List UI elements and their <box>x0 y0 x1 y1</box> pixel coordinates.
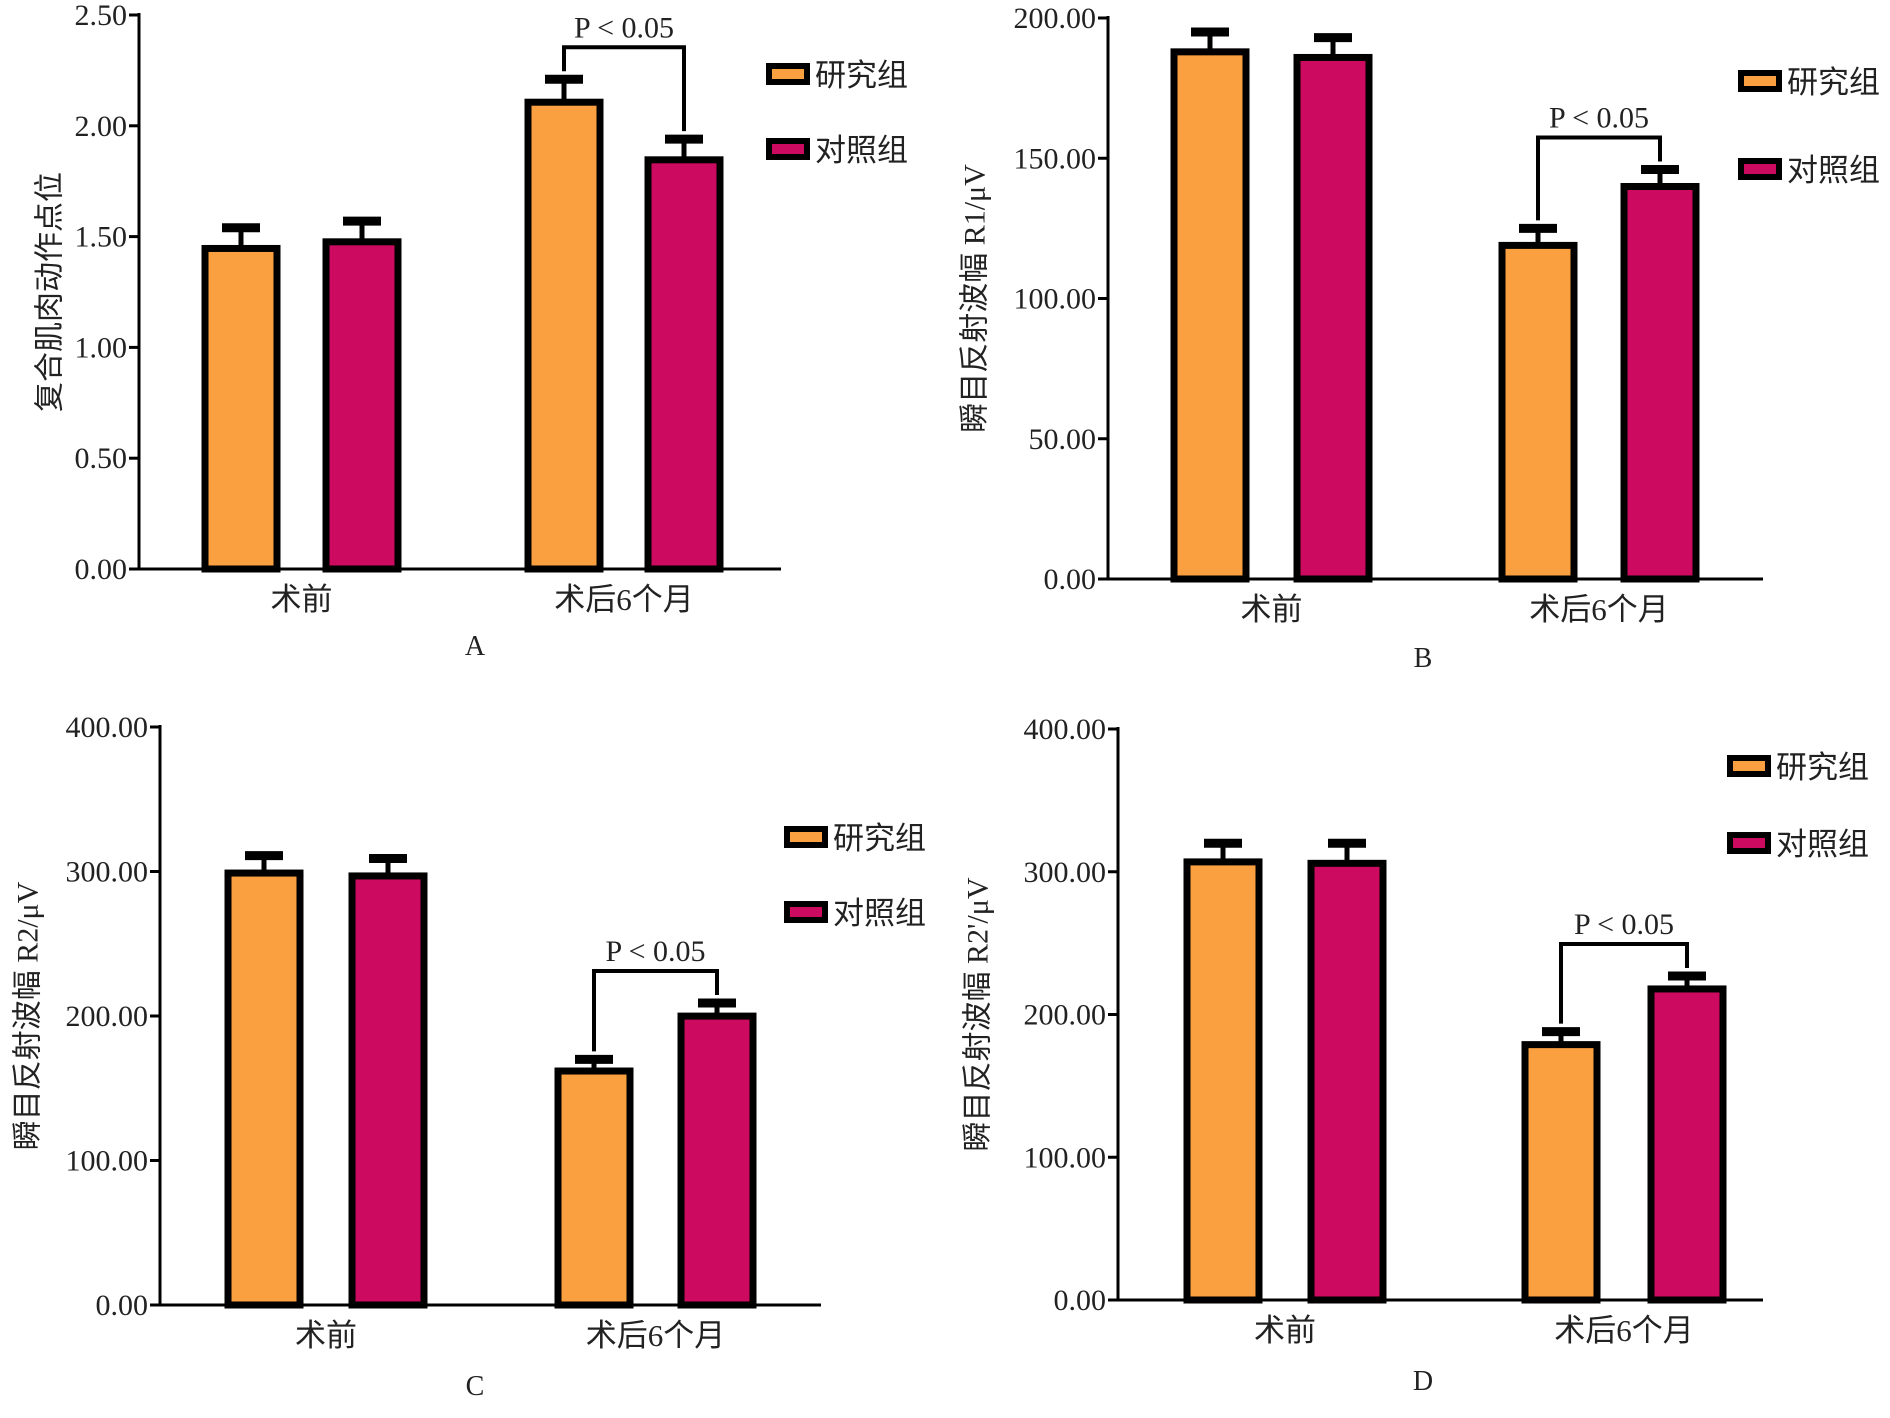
significance-bracket <box>562 45 686 132</box>
bar-control <box>644 156 724 573</box>
bar-control <box>348 872 428 1309</box>
y-tick-label: 300.00 <box>1024 856 1107 889</box>
legend-label: 对照组 <box>833 896 926 931</box>
x-tick-label: 术后6个月 <box>554 582 694 617</box>
panel-caption: A <box>465 631 486 662</box>
p-value-annotation: P < 0.05 <box>1549 101 1649 134</box>
legend-swatch-study <box>766 63 810 85</box>
y-tick-label: 100.00 <box>1014 283 1097 316</box>
significance-bracket <box>1559 941 1689 1024</box>
y-tick-label: 400.00 <box>1024 713 1107 746</box>
x-tick-label: 术前 <box>1241 592 1303 627</box>
y-tick-label: 2.50 <box>75 0 128 32</box>
chart-panel-B: 0.00 50.00 100.00 150.00 200.00 瞬目反射波幅 R1/μV 术… <box>959 2 1881 674</box>
chart-panel-C: 0.00 100.00 200.00 300.00 400.00 瞬目反射波幅 R2/μV… <box>12 711 927 1402</box>
chart-panel-D: 0.00 100.00 200.00 300.00 400.00 瞬目反射波幅 R2'/μ… <box>962 713 1870 1397</box>
y-tick-label: 200.00 <box>1014 2 1097 35</box>
x-tick-label: 术前 <box>1254 1313 1316 1348</box>
y-tick-label: 200.00 <box>66 1000 149 1033</box>
panel-caption: C <box>466 1371 485 1402</box>
legend-label: 研究组 <box>833 821 926 856</box>
legend-swatch-control <box>784 901 828 923</box>
legend-swatch-study <box>1738 70 1782 92</box>
y-axis-label: 瞬目反射波幅 R1/μV <box>959 164 992 433</box>
y-tick-label: 0.00 <box>96 1289 149 1322</box>
legend-swatch-study <box>1727 755 1771 777</box>
legend-label: 对照组 <box>1776 827 1869 862</box>
panel-caption: B <box>1414 643 1433 674</box>
x-tick-label: 术后6个月 <box>586 1318 726 1353</box>
y-tick-label: 2.00 <box>75 110 128 143</box>
bar-control <box>1307 859 1387 1304</box>
y-axis-label: 瞬目反射波幅 R2'/μV <box>962 877 995 1151</box>
legend-label: 研究组 <box>1776 750 1869 785</box>
p-value-annotation: P < 0.05 <box>1574 908 1674 941</box>
legend-swatch-control <box>1738 158 1782 180</box>
legend-label: 对照组 <box>815 133 908 168</box>
significance-bracket <box>592 968 719 1052</box>
y-tick-label: 0.00 <box>1054 1284 1107 1317</box>
y-tick-label: 50.00 <box>1029 423 1097 456</box>
x-tick-label: 术前 <box>271 582 333 617</box>
bar-study <box>524 98 604 573</box>
y-tick-label: 100.00 <box>1024 1141 1107 1174</box>
panel-caption: D <box>1413 1366 1433 1397</box>
bar-study <box>201 244 281 573</box>
significance-bracket <box>1536 135 1662 221</box>
bar-control <box>677 1012 757 1309</box>
legend-label: 对照组 <box>1787 153 1880 188</box>
p-value-annotation: P < 0.05 <box>574 11 674 44</box>
y-tick-label: 150.00 <box>1014 142 1097 175</box>
y-tick-label: 0.50 <box>75 442 128 475</box>
y-tick-label: 100.00 <box>66 1145 149 1178</box>
bar-control <box>1620 182 1700 583</box>
p-value-annotation: P < 0.05 <box>606 935 706 968</box>
y-tick-label: 1.00 <box>75 331 128 364</box>
y-tick-label: 400.00 <box>66 711 149 744</box>
legend-swatch-control <box>766 138 810 160</box>
y-tick-label: 0.00 <box>1044 563 1097 596</box>
bar-study <box>1498 241 1578 583</box>
y-axis-label: 复合肌肉动作点位 <box>34 172 67 412</box>
y-tick-label: 0.00 <box>75 553 128 586</box>
bar-study <box>554 1067 634 1309</box>
legend-swatch-study <box>784 826 828 848</box>
bar-control <box>322 238 402 573</box>
x-tick-label: 术后6个月 <box>1554 1313 1694 1348</box>
bar-study <box>1170 48 1250 583</box>
bar-control <box>1293 53 1373 583</box>
x-tick-label: 术前 <box>295 1318 357 1353</box>
legend-label: 研究组 <box>1787 65 1880 100</box>
bar-study <box>1183 858 1263 1304</box>
y-tick-label: 1.50 <box>75 221 128 254</box>
bar-control <box>1647 985 1727 1304</box>
legend-swatch-control <box>1727 832 1771 854</box>
y-axis-label: 瞬目反射波幅 R2/μV <box>12 881 45 1150</box>
y-tick-label: 300.00 <box>66 856 149 889</box>
bar-study <box>1521 1041 1601 1304</box>
y-tick-label: 200.00 <box>1024 999 1107 1032</box>
legend-label: 研究组 <box>815 58 908 93</box>
bar-study <box>224 869 304 1309</box>
x-tick-label: 术后6个月 <box>1529 592 1669 627</box>
